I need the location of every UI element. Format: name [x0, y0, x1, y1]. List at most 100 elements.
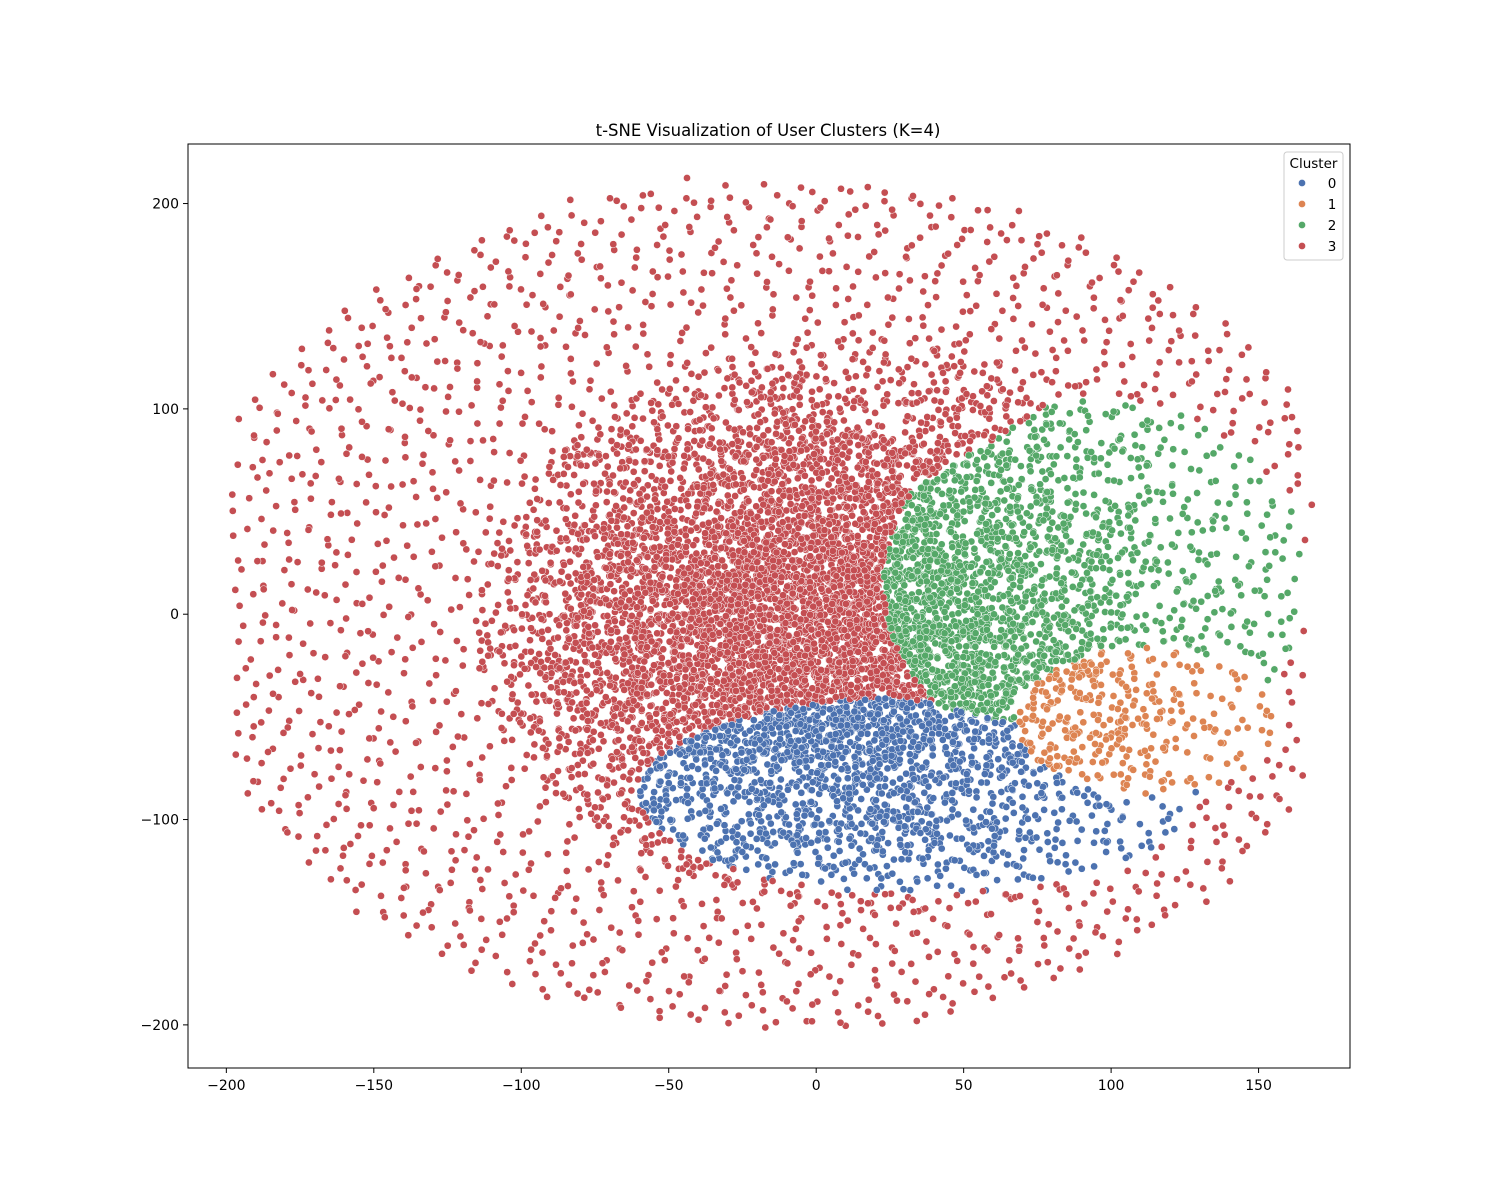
scatter-point	[875, 367, 884, 375]
scatter-point	[659, 645, 668, 654]
scatter-point	[1278, 630, 1287, 639]
scatter-point	[505, 597, 514, 606]
scatter-point	[786, 890, 794, 898]
scatter-point	[727, 783, 736, 792]
scatter-point	[626, 486, 635, 495]
scatter-point	[577, 590, 586, 599]
scatter-point	[599, 737, 608, 746]
scatter-point	[833, 456, 842, 465]
scatter-point	[925, 605, 934, 614]
scatter-point	[544, 626, 552, 634]
scatter-point	[546, 644, 555, 653]
scatter-point	[552, 526, 561, 535]
scatter-point	[1038, 467, 1047, 476]
scatter-point	[1142, 760, 1151, 769]
scatter-point	[552, 789, 560, 797]
scatter-point	[1078, 743, 1087, 751]
scatter-point	[923, 803, 932, 812]
scatter-point	[635, 489, 644, 498]
scatter-point	[753, 846, 762, 855]
scatter-point	[1061, 860, 1070, 869]
scatter-point	[590, 512, 599, 521]
scatter-point	[1223, 759, 1231, 768]
scatter-point	[655, 462, 664, 470]
scatter-point	[1004, 733, 1012, 742]
scatter-point	[926, 447, 935, 456]
scatter-point	[1169, 651, 1178, 659]
scatter-point	[810, 820, 819, 829]
scatter-point	[792, 810, 801, 819]
scatter-point	[1121, 725, 1129, 733]
scatter-point	[685, 724, 694, 733]
scatter-point	[911, 334, 920, 343]
scatter-point	[715, 438, 724, 447]
scatter-point	[639, 749, 648, 757]
scatter-point	[640, 467, 649, 476]
scatter-point	[986, 808, 994, 816]
scatter-point	[1177, 700, 1185, 708]
scatter-point	[889, 778, 897, 787]
scatter-point	[1048, 546, 1057, 554]
scatter-point	[1065, 409, 1074, 418]
scatter-point	[985, 404, 994, 413]
scatter-point	[779, 384, 788, 392]
scatter-point	[581, 521, 589, 530]
scatter-point	[677, 853, 685, 862]
scatter-point	[508, 736, 516, 744]
scatter-point	[890, 855, 898, 864]
scatter-point	[912, 595, 921, 604]
scatter-point	[610, 587, 618, 596]
scatter-point	[566, 579, 575, 588]
scatter-point	[1153, 715, 1161, 723]
scatter-point	[946, 831, 954, 840]
scatter-point	[921, 904, 930, 913]
scatter-point	[1094, 716, 1102, 724]
scatter-point	[701, 403, 710, 412]
scatter-point	[857, 906, 865, 914]
scatter-point	[525, 498, 534, 507]
scatter-point	[526, 636, 534, 645]
scatter-point	[576, 665, 585, 674]
scatter-point	[720, 821, 729, 830]
scatter-point	[686, 408, 695, 416]
scatter-point	[1035, 845, 1044, 854]
scatter-point	[635, 610, 644, 619]
scatter-point	[1100, 827, 1109, 835]
scatter-point	[635, 765, 643, 774]
scatter-point	[700, 708, 709, 716]
scatter-point	[1187, 528, 1196, 537]
scatter-point	[801, 417, 810, 426]
scatter-point	[1043, 829, 1052, 838]
scatter-point	[1085, 620, 1094, 628]
scatter-point	[1064, 867, 1073, 876]
scatter-point	[636, 496, 645, 505]
scatter-point	[658, 412, 667, 421]
scatter-point	[1063, 484, 1072, 493]
scatter-point	[746, 829, 755, 838]
scatter-point	[936, 397, 945, 406]
scatter-point	[1147, 565, 1156, 573]
scatter-point	[941, 743, 950, 752]
scatter-point	[1019, 854, 1028, 863]
scatter-point	[494, 601, 502, 609]
scatter-point	[791, 800, 800, 809]
scatter-point	[978, 369, 987, 377]
scatter-point	[739, 428, 747, 437]
scatter-point	[1210, 608, 1219, 617]
scatter-point	[1068, 633, 1077, 641]
scatter-point	[672, 718, 681, 726]
scatter-point	[970, 678, 979, 686]
scatter-point	[591, 621, 599, 630]
scatter-point	[1072, 463, 1081, 471]
scatter-point	[934, 897, 943, 906]
scatter-point	[1004, 566, 1013, 575]
scatter-point	[1018, 792, 1027, 801]
scatter-point	[1116, 837, 1124, 846]
scatter-point	[1135, 492, 1143, 500]
scatter-point	[1078, 397, 1087, 406]
scatter-point	[1001, 542, 1010, 551]
scatter-point	[524, 559, 533, 567]
scatter-point	[487, 559, 496, 568]
scatter-point	[527, 647, 535, 656]
